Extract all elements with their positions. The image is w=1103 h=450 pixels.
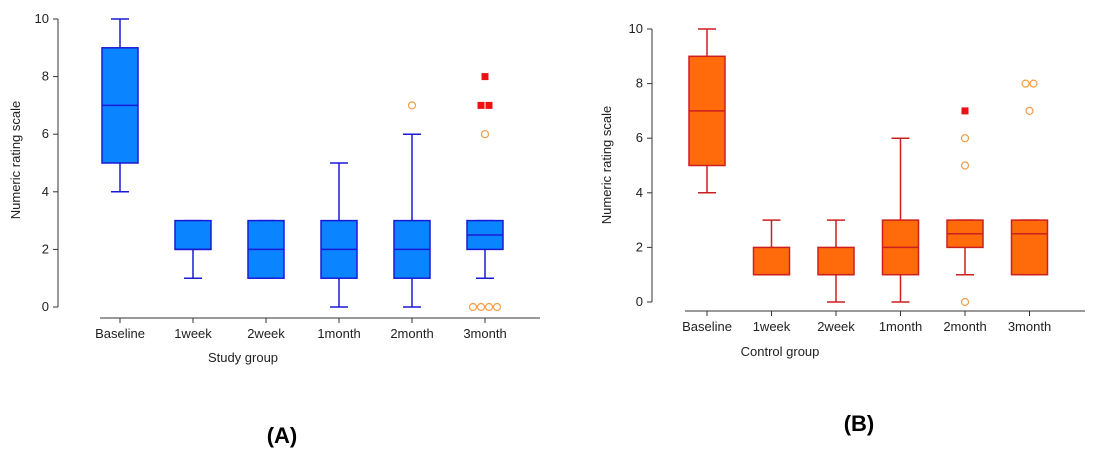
outlier-point bbox=[480, 130, 490, 139]
y-tick-label: 8 bbox=[42, 69, 49, 84]
y-tick-label: 6 bbox=[636, 130, 643, 145]
outlier-point bbox=[960, 134, 970, 143]
box-1week bbox=[752, 219, 791, 276]
outlier-point bbox=[492, 302, 502, 312]
y-tick-label: 6 bbox=[42, 126, 49, 141]
outlier-point bbox=[468, 302, 478, 312]
x-tick-label: 1month bbox=[317, 326, 360, 341]
x-tick-label: Baseline bbox=[682, 319, 732, 334]
x-tick-label: Baseline bbox=[95, 326, 145, 341]
y-tick-label: 4 bbox=[636, 185, 643, 200]
y-tick-label: 10 bbox=[35, 11, 49, 26]
x-tick-label: 3month bbox=[463, 326, 506, 341]
box-iqr bbox=[752, 246, 791, 276]
x-axis-label: Study group bbox=[208, 350, 278, 365]
chart-panel-b: 0 2 4 6 8 10 Numeric rating scale Control group… bbox=[599, 21, 1085, 436]
far-outlier-point bbox=[477, 101, 485, 109]
x-tick-label: 2month bbox=[390, 326, 433, 341]
chart-panel-a: 0 2 4 6 8 10 Numeric rating scale Study group (A… bbox=[8, 11, 540, 448]
y-tick-label: 2 bbox=[636, 239, 643, 254]
box-2month bbox=[393, 101, 431, 308]
y-tick-label: 8 bbox=[636, 76, 643, 91]
x-tick-label: 1month bbox=[879, 319, 922, 334]
box-1week bbox=[174, 219, 212, 279]
box-iqr bbox=[1010, 219, 1049, 276]
box-3month bbox=[1010, 79, 1049, 276]
box-baseline bbox=[101, 18, 139, 193]
x-tick-label: 2week bbox=[247, 326, 285, 341]
far-outlier-point bbox=[961, 107, 969, 115]
y-tick-label: 0 bbox=[42, 299, 49, 314]
x-tick-label: 1week bbox=[753, 319, 791, 334]
y-axis-label: Numeric rating scale bbox=[599, 106, 614, 225]
y-axis-label: Numeric rating scale bbox=[8, 101, 23, 220]
box-3month bbox=[466, 73, 504, 312]
far-outlier-point bbox=[485, 101, 493, 109]
x-tick-label: 2week bbox=[817, 319, 855, 334]
outlier-point bbox=[960, 297, 970, 307]
box-iqr bbox=[817, 246, 855, 276]
panel-label: (B) bbox=[844, 411, 875, 436]
far-outlier-point bbox=[481, 73, 489, 81]
box-iqr bbox=[174, 219, 212, 251]
box-2month bbox=[946, 107, 984, 307]
x-tick-label: 2month bbox=[943, 319, 986, 334]
x-tick-label: 1week bbox=[174, 326, 212, 341]
x-tick-label: 3month bbox=[1008, 319, 1051, 334]
x-axis-label: Control group bbox=[741, 344, 820, 359]
y-tick-label: 4 bbox=[42, 184, 49, 199]
outlier-point bbox=[476, 302, 486, 312]
y-tick-label: 10 bbox=[629, 21, 643, 36]
box-2week bbox=[817, 219, 855, 303]
box-1month bbox=[320, 162, 358, 308]
box-1month bbox=[881, 137, 920, 303]
outlier-point bbox=[1021, 79, 1030, 88]
box-baseline bbox=[688, 28, 726, 194]
outlier-point bbox=[484, 302, 494, 312]
panel-label: (A) bbox=[267, 423, 298, 448]
outlier-point bbox=[960, 161, 970, 170]
outlier-point bbox=[1025, 106, 1034, 116]
y-tick-label: 0 bbox=[636, 294, 643, 309]
y-tick-label: 2 bbox=[42, 241, 49, 256]
outlier-point bbox=[1029, 79, 1038, 88]
box-2week bbox=[247, 219, 285, 279]
outlier-point bbox=[407, 101, 417, 110]
